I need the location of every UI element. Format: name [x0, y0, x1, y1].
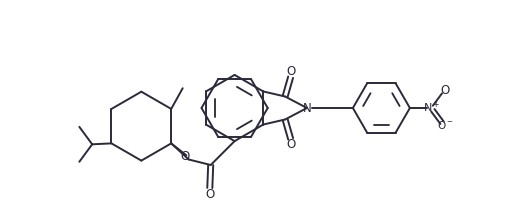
Text: O: O — [180, 150, 189, 163]
Text: O: O — [285, 138, 294, 151]
Text: O: O — [205, 188, 214, 201]
Text: N$^+$: N$^+$ — [422, 99, 439, 115]
Text: N: N — [302, 102, 311, 114]
Text: O$^-$: O$^-$ — [436, 119, 453, 132]
Text: O: O — [440, 84, 449, 97]
Text: O: O — [285, 65, 294, 78]
